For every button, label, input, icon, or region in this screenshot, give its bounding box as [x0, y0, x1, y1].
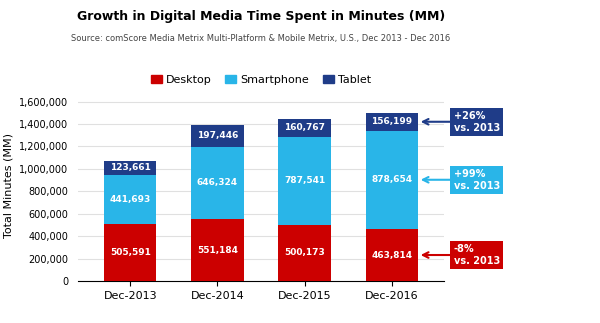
- Text: 646,324: 646,324: [197, 179, 238, 187]
- Text: 160,767: 160,767: [284, 123, 325, 132]
- Bar: [278, 225, 331, 281]
- Text: 156,199: 156,199: [371, 117, 412, 126]
- Text: +99%
vs. 2013: +99% vs. 2013: [454, 169, 500, 191]
- Text: +26%
vs. 2013: +26% vs. 2013: [454, 111, 500, 132]
- Bar: [104, 175, 157, 224]
- Text: 441,693: 441,693: [110, 195, 151, 204]
- Text: 500,173: 500,173: [284, 248, 325, 257]
- Y-axis label: Total Minutes (MM): Total Minutes (MM): [4, 133, 13, 238]
- Bar: [365, 130, 418, 229]
- Text: 787,541: 787,541: [284, 176, 325, 185]
- Bar: [278, 137, 331, 225]
- Bar: [278, 119, 331, 137]
- Text: -8%
vs. 2013: -8% vs. 2013: [454, 244, 500, 266]
- Text: 123,661: 123,661: [110, 163, 151, 172]
- Text: 197,446: 197,446: [197, 131, 238, 140]
- Text: 551,184: 551,184: [197, 245, 238, 255]
- Text: 878,654: 878,654: [371, 175, 412, 184]
- Text: Source: comScore Media Metrix Multi-Platform & Mobile Metrix, U.S., Dec 2013 - D: Source: comScore Media Metrix Multi-Plat…: [71, 34, 451, 43]
- Bar: [104, 161, 157, 175]
- Bar: [191, 219, 244, 281]
- Bar: [191, 147, 244, 219]
- Bar: [191, 125, 244, 147]
- Bar: [365, 113, 418, 130]
- Text: Growth in Digital Media Time Spent in Minutes (MM): Growth in Digital Media Time Spent in Mi…: [77, 10, 445, 23]
- Text: 505,591: 505,591: [110, 248, 151, 257]
- Legend: Desktop, Smartphone, Tablet: Desktop, Smartphone, Tablet: [146, 70, 376, 89]
- Bar: [104, 224, 157, 281]
- Text: 463,814: 463,814: [371, 251, 412, 259]
- Bar: [365, 229, 418, 281]
